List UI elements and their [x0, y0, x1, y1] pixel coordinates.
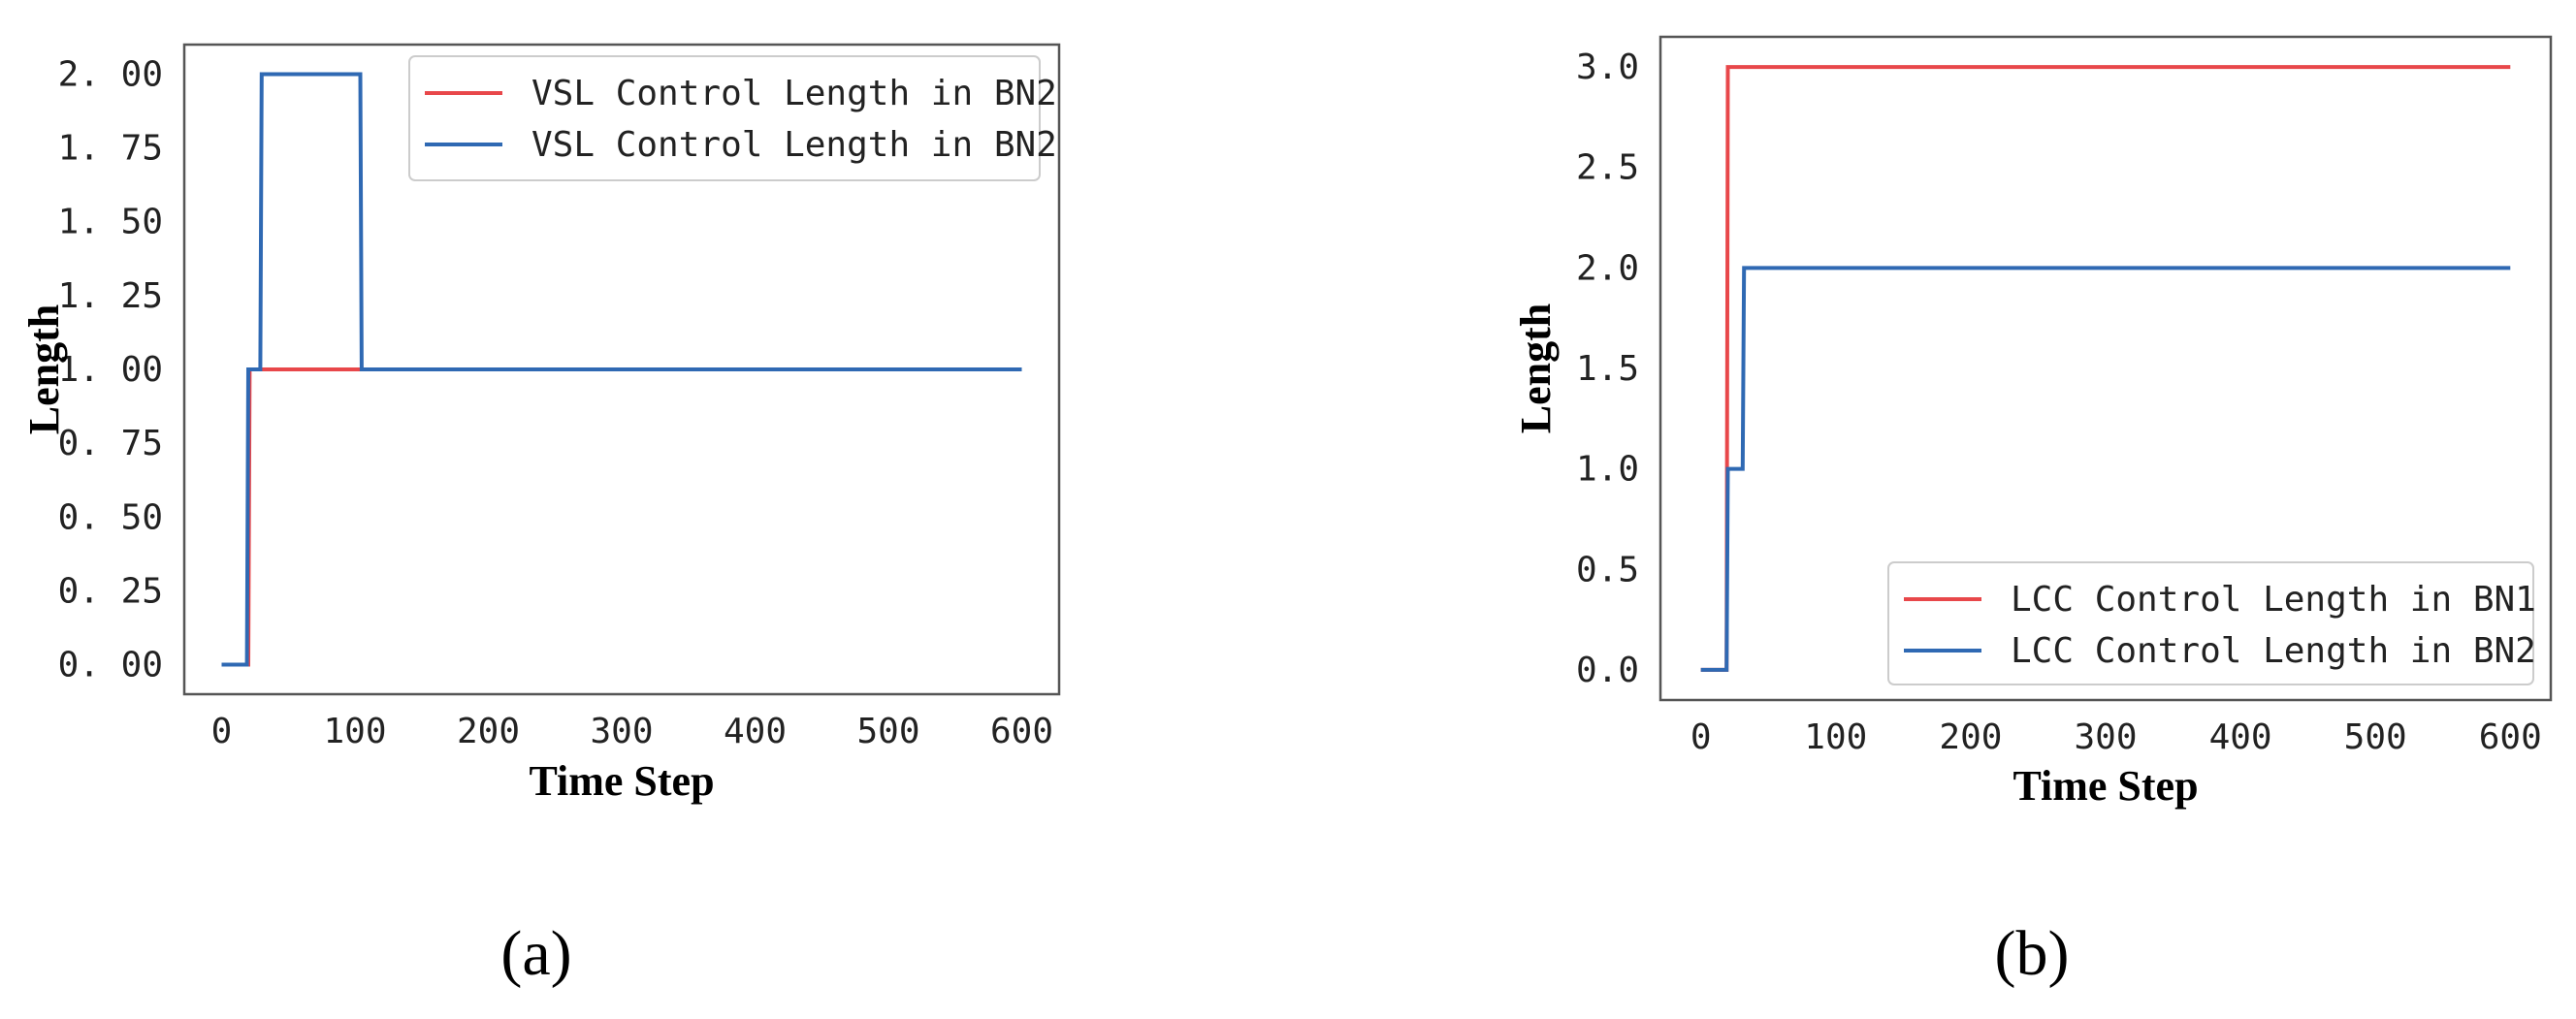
- y-tick-label: 0. 25: [58, 571, 163, 611]
- series-line-2: [1700, 266, 2511, 672]
- y-tick-label: 1. 00: [58, 350, 163, 390]
- x-tick-label: 200: [1939, 717, 2002, 757]
- x-tick-label: 400: [2209, 717, 2272, 757]
- x-tick-label: 600: [990, 712, 1053, 751]
- legend-label: LCC Control Length in BN1: [2011, 580, 2536, 620]
- legend-box: [1887, 561, 2534, 685]
- y-tick-label: 0.5: [1576, 550, 1639, 589]
- legend-box: [408, 55, 1041, 181]
- y-tick-label: 2. 00: [58, 54, 163, 94]
- series-line-1: [221, 367, 1022, 667]
- y-tick-label: 1.0: [1576, 450, 1639, 490]
- panel-caption: (b): [1995, 918, 2070, 989]
- chart-panel-a: 0 100 200 300 400 500 600 0. 00 0. 25 0. 50 0. 75 1…: [20, 43, 1061, 989]
- legend-label: VSL Control Length in BN2: [531, 125, 1057, 165]
- y-axis-label: Length: [1512, 303, 1560, 433]
- y-tick-label: 1. 25: [58, 276, 163, 316]
- x-tick-label: 500: [856, 712, 919, 751]
- legend: VSL Control Length in BN2 VSL Control Len…: [408, 55, 1057, 181]
- x-tick-label: 200: [457, 712, 520, 751]
- x-tick-label: 300: [590, 712, 653, 751]
- x-tick-label: 100: [323, 712, 386, 751]
- x-tick-label: 600: [2479, 717, 2542, 757]
- x-tick-label: 100: [1804, 717, 1867, 757]
- x-axis-label: Time Step: [529, 757, 714, 805]
- x-tick-label: 300: [2074, 717, 2137, 757]
- plot-frame: [182, 43, 1061, 696]
- x-tick-label: 0: [211, 712, 233, 751]
- y-axis-label: Length: [20, 304, 68, 434]
- y-tick-label: 0. 75: [58, 424, 163, 463]
- y-tick-label: 1. 50: [58, 203, 163, 242]
- x-tick-label: 500: [2344, 717, 2407, 757]
- y-tick-label: 0. 50: [58, 497, 163, 537]
- x-tick-label: 400: [724, 712, 787, 751]
- y-tick-label: 2.5: [1576, 148, 1639, 188]
- series-line-2: [221, 72, 1022, 667]
- legend: LCC Control Length in BN1 LCC Control Len…: [1887, 561, 2536, 685]
- panel-caption: (a): [500, 918, 571, 989]
- plot-frame: [1658, 35, 2553, 702]
- legend-label: LCC Control Length in BN2: [2011, 631, 2536, 671]
- y-tick-label: 0.0: [1576, 651, 1639, 690]
- x-tick-label: 0: [1690, 717, 1712, 757]
- y-tick-label: 1.5: [1576, 349, 1639, 389]
- y-tick-label: 0. 00: [58, 646, 163, 685]
- y-tick-label: 3.0: [1576, 48, 1639, 87]
- y-tick-label: 1. 75: [58, 129, 163, 169]
- x-axis-label: Time Step: [2012, 762, 2198, 810]
- legend-label: VSL Control Length in BN2: [531, 74, 1057, 113]
- chart-panel-b: 0 100 200 300 400 500 600 0.0 0.5 1.0 1.5 2.0 2.5 3.0…: [1512, 35, 2553, 989]
- y-tick-label: 2.0: [1576, 248, 1639, 288]
